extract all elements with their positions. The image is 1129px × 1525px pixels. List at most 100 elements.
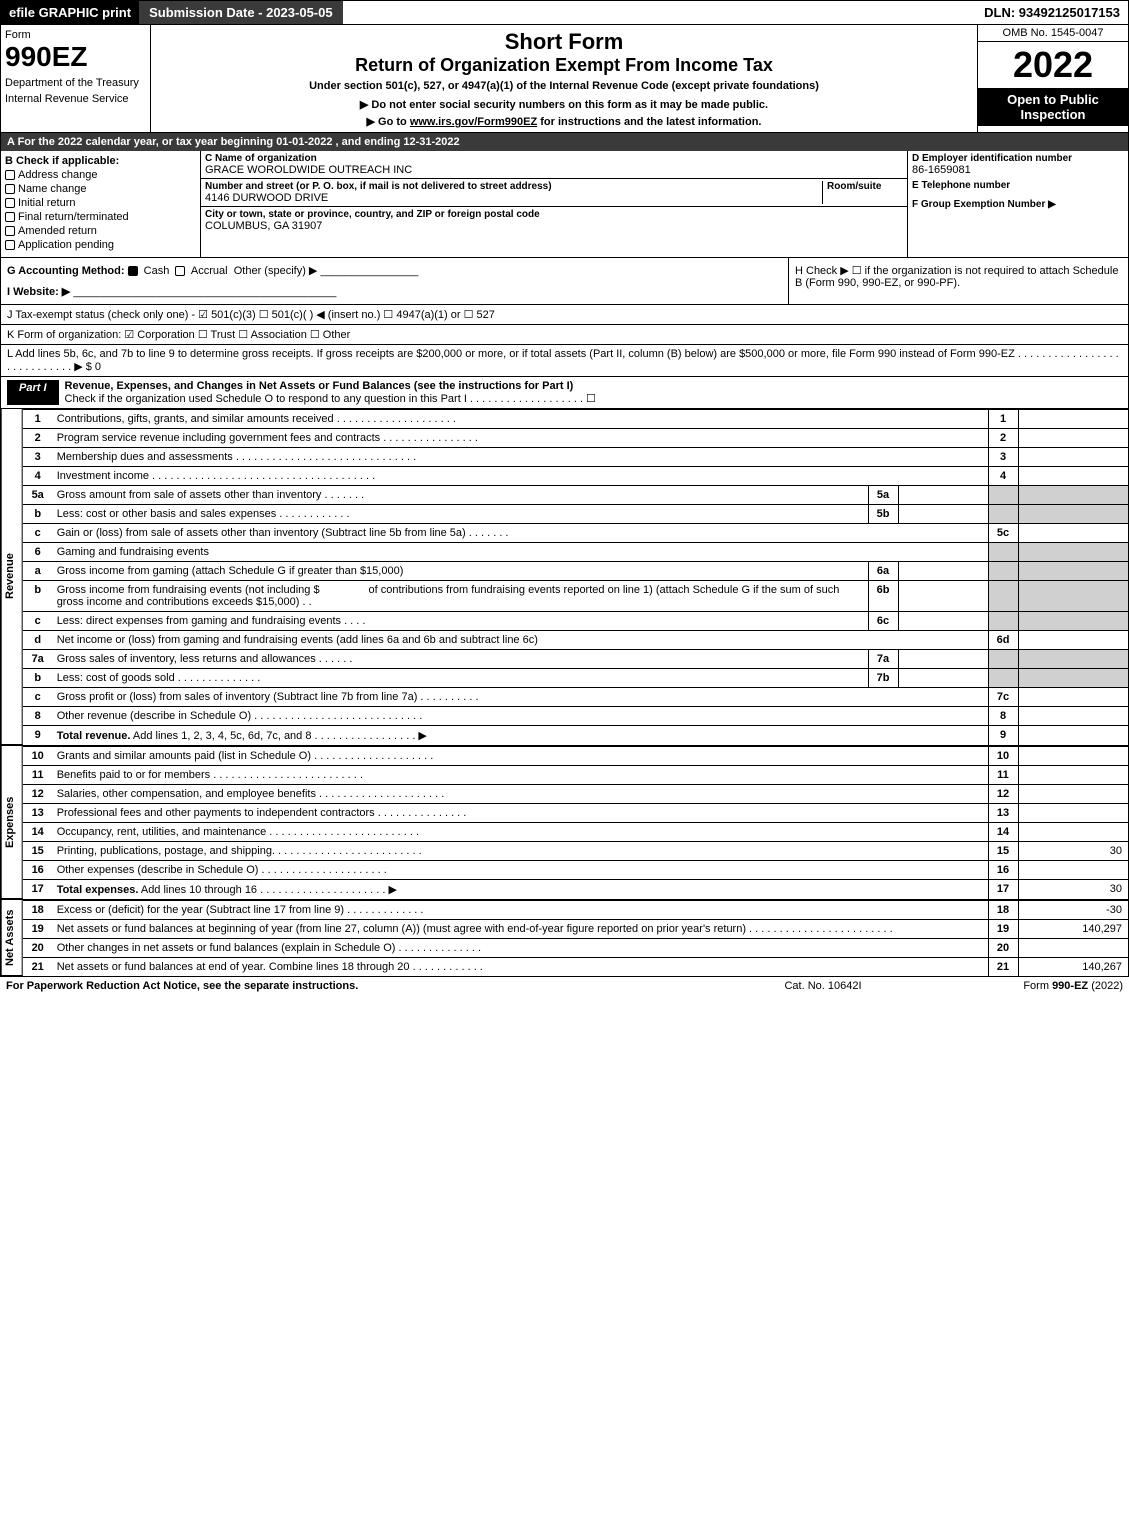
table-row: 17Total expenses. Add lines 10 through 1…	[23, 880, 1128, 900]
line-desc: Gaming and fundraising events	[53, 543, 988, 562]
form-number: 990EZ	[5, 41, 146, 73]
org-name-block: C Name of organization GRACE WOROLDWIDE …	[201, 151, 907, 179]
form-word: Form	[5, 29, 146, 41]
table-row: 13Professional fees and other payments t…	[23, 804, 1128, 823]
line-desc: Other changes in net assets or fund bala…	[53, 939, 988, 958]
line-17-desc: Total expenses. Add lines 10 through 16 …	[53, 880, 988, 900]
line-desc: Net assets or fund balances at end of ye…	[53, 958, 988, 977]
street-value: 4146 DURWOOD DRIVE	[205, 192, 818, 204]
header-left: Form 990EZ Department of the Treasury In…	[1, 25, 151, 132]
line-g: G Accounting Method: Cash Accrual Other …	[1, 258, 788, 304]
table-row: 20Other changes in net assets or fund ba…	[23, 939, 1128, 958]
table-row: 16Other expenses (describe in Schedule O…	[23, 861, 1128, 880]
chk-final-return[interactable]: Final return/terminated	[5, 211, 196, 223]
line-9-desc: Total revenue. Add lines 1, 2, 3, 4, 5c,…	[53, 726, 988, 746]
room-label: Room/suite	[827, 181, 903, 192]
do-not-enter: ▶ Do not enter social security numbers o…	[155, 98, 973, 111]
tax-year: 2022	[978, 42, 1128, 88]
dept-irs: Internal Revenue Service	[5, 93, 146, 105]
total-expenses-label: Total expenses.	[57, 884, 139, 896]
footer-right: Form 990-EZ (2022)	[923, 980, 1123, 992]
header-center: Short Form Return of Organization Exempt…	[151, 25, 978, 132]
goto-link[interactable]: www.irs.gov/Form990EZ	[410, 116, 537, 128]
chk-amended[interactable]: Amended return	[5, 225, 196, 237]
line-i: I Website: ▶ ___________________________…	[7, 285, 782, 298]
chk-name-change[interactable]: Name change	[5, 183, 196, 195]
line-g-label: G Accounting Method:	[7, 265, 125, 277]
submission-date: Submission Date - 2023-05-05	[139, 1, 343, 24]
val-17: 30	[1018, 880, 1128, 900]
line-a: A For the 2022 calendar year, or tax yea…	[0, 133, 1129, 151]
line-desc: Occupancy, rent, utilities, and maintena…	[53, 823, 988, 842]
line-desc: Excess or (deficit) for the year (Subtra…	[53, 901, 988, 920]
part1-title: Revenue, Expenses, and Changes in Net As…	[65, 380, 574, 392]
col-b: B Check if applicable: Address change Na…	[1, 151, 201, 257]
form-word-footer: Form	[1023, 980, 1052, 992]
table-row: cLess: direct expenses from gaming and f…	[23, 612, 1128, 631]
table-row: dNet income or (loss) from gaming and fu…	[23, 631, 1128, 650]
line-h: H Check ▶ ☐ if the organization is not r…	[788, 258, 1128, 304]
org-name-value: GRACE WOROLDWIDE OUTREACH INC	[205, 164, 903, 176]
checkbox-icon	[5, 184, 15, 194]
chk-address-change[interactable]: Address change	[5, 169, 196, 181]
line-desc: Other revenue (describe in Schedule O) .…	[53, 707, 988, 726]
table-row: 3Membership dues and assessments . . . .…	[23, 448, 1128, 467]
line-desc: Gross amount from sale of assets other t…	[53, 486, 868, 505]
chk-label: Application pending	[18, 239, 114, 251]
table-row: 21Net assets or fund balances at end of …	[23, 958, 1128, 977]
table-row: cGain or (loss) from sale of assets othe…	[23, 524, 1128, 543]
table-row: 8Other revenue (describe in Schedule O) …	[23, 707, 1128, 726]
return-of-title: Return of Organization Exempt From Incom…	[155, 55, 973, 76]
line-desc: Grants and similar amounts paid (list in…	[53, 747, 988, 766]
line-desc: Other expenses (describe in Schedule O) …	[53, 861, 988, 880]
table-row: 10Grants and similar amounts paid (list …	[23, 747, 1128, 766]
org-name-label: C Name of organization	[205, 153, 903, 164]
street-label: Number and street (or P. O. box, if mail…	[205, 181, 818, 192]
checkbox-checked-icon	[128, 266, 138, 276]
group-label: F Group Exemption Number ▶	[912, 199, 1124, 210]
chk-application-pending[interactable]: Application pending	[5, 239, 196, 251]
line-k: K Form of organization: ☑ Corporation ☐ …	[0, 325, 1129, 345]
dept-treasury: Department of the Treasury	[5, 77, 146, 89]
table-row: 11Benefits paid to or for members . . . …	[23, 766, 1128, 785]
line-desc: Gross profit or (loss) from sales of inv…	[53, 688, 988, 707]
checkbox-icon	[5, 198, 15, 208]
section-gh: G Accounting Method: Cash Accrual Other …	[0, 258, 1129, 305]
dln-label: DLN: 93492125017153	[976, 1, 1128, 24]
table-row: bGross income from fundraising events (n…	[23, 581, 1128, 612]
footer-mid: Cat. No. 10642I	[723, 980, 923, 992]
line-desc: Gross sales of inventory, less returns a…	[53, 650, 868, 669]
line-desc: Salaries, other compensation, and employ…	[53, 785, 988, 804]
efile-label[interactable]: efile GRAPHIC print	[1, 1, 139, 24]
line-desc: Benefits paid to or for members . . . . …	[53, 766, 988, 785]
part1-header: Part I Revenue, Expenses, and Changes in…	[0, 377, 1129, 409]
chk-label: Initial return	[18, 197, 75, 209]
line-6b-desc: Gross income from fundraising events (no…	[53, 581, 868, 612]
ein-value: 86-1659081	[912, 164, 1124, 176]
omb-number: OMB No. 1545-0047	[978, 25, 1128, 42]
city-label: City or town, state or province, country…	[205, 209, 903, 220]
checkbox-icon	[175, 266, 185, 276]
checkbox-icon	[5, 170, 15, 180]
section-bcdef: B Check if applicable: Address change Na…	[0, 151, 1129, 258]
line-desc: Investment income . . . . . . . . . . . …	[53, 467, 988, 486]
line-desc: Net assets or fund balances at beginning…	[53, 920, 988, 939]
expenses-section: Expenses 10Grants and similar amounts pa…	[0, 746, 1129, 900]
checkbox-icon	[5, 212, 15, 222]
table-row: 14Occupancy, rent, utilities, and mainte…	[23, 823, 1128, 842]
table-row: 1Contributions, gifts, grants, and simil…	[23, 410, 1128, 429]
chk-initial-return[interactable]: Initial return	[5, 197, 196, 209]
val-19: 140,297	[1018, 920, 1128, 939]
val-21: 140,267	[1018, 958, 1128, 977]
other-label: Other (specify) ▶	[234, 265, 318, 277]
col-b-header: B Check if applicable:	[5, 155, 196, 167]
table-row: 7aGross sales of inventory, less returns…	[23, 650, 1128, 669]
table-row: 5aGross amount from sale of assets other…	[23, 486, 1128, 505]
cash-label: Cash	[144, 265, 170, 277]
part1-bar: Part I	[7, 380, 59, 405]
col-c: C Name of organization GRACE WOROLDWIDE …	[201, 151, 908, 257]
netassets-table: 18Excess or (deficit) for the year (Subt…	[23, 900, 1128, 976]
line-desc: Less: cost or other basis and sales expe…	[53, 505, 868, 524]
checkbox-icon	[5, 240, 15, 250]
val-18: -30	[1018, 901, 1128, 920]
